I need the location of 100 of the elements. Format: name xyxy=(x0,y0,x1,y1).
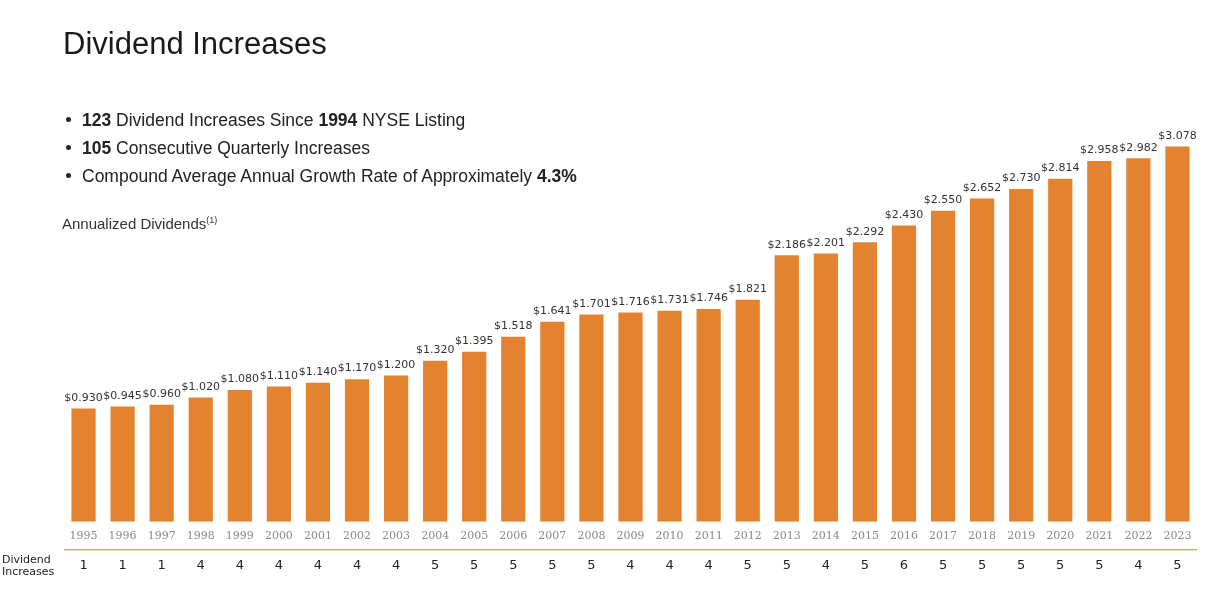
bar xyxy=(188,397,213,522)
x-tick-label: 2002 xyxy=(343,529,372,543)
text: 4 xyxy=(626,557,635,573)
x-tick-label: 2016 xyxy=(889,529,918,543)
text: 5 xyxy=(509,557,518,573)
data-label: $1.716 xyxy=(611,294,650,308)
text: 5 xyxy=(1095,557,1104,573)
data-label: $1.110 xyxy=(259,368,299,382)
x-tick-label: 2020 xyxy=(1046,529,1075,543)
x-tick-label: 2014 xyxy=(811,529,840,543)
x-tick-label: 2023 xyxy=(1163,529,1192,543)
x-tick-label: 2011 xyxy=(694,529,723,543)
text: 1 xyxy=(157,557,166,573)
text: 4 xyxy=(196,557,205,573)
data-label: $2.982 xyxy=(1119,140,1158,154)
x-tick-label: 2015 xyxy=(850,529,879,543)
bar xyxy=(852,242,878,522)
bar xyxy=(1087,161,1112,522)
bar xyxy=(813,253,838,522)
text: 4 xyxy=(704,557,713,573)
text: 1 xyxy=(79,557,88,573)
bar xyxy=(501,336,526,522)
data-label: $1.641 xyxy=(533,304,572,318)
x-tick-label: 2012 xyxy=(733,529,762,543)
bar xyxy=(774,255,799,522)
x-tick-label: 2007 xyxy=(538,529,567,543)
data-label: $0.930 xyxy=(64,390,103,404)
text: Dividend Increases xyxy=(2,552,55,578)
x-tick-label: 2006 xyxy=(499,529,528,543)
text: 4 xyxy=(235,557,244,573)
x-tick-label: 1997 xyxy=(147,529,176,543)
data-label: $3.078 xyxy=(1158,128,1197,142)
data-label: $2.201 xyxy=(806,235,846,249)
text: 5 xyxy=(782,557,791,573)
x-tick-label: 1998 xyxy=(186,529,215,543)
text: 5 xyxy=(548,557,557,573)
bar xyxy=(1165,146,1190,522)
x-tick-label: 2021 xyxy=(1085,529,1114,543)
text: 5 xyxy=(470,557,479,573)
x-tick-label: 2019 xyxy=(1007,529,1036,543)
data-label: $2.550 xyxy=(923,193,963,207)
bar xyxy=(970,198,995,522)
data-label: $1.731 xyxy=(650,293,689,307)
data-label: $1.821 xyxy=(728,282,767,296)
bar xyxy=(110,406,135,522)
text: 5 xyxy=(1056,557,1065,573)
text: 4 xyxy=(274,557,284,573)
text: 5 xyxy=(860,557,870,573)
data-label: $1.200 xyxy=(376,357,416,371)
x-tick-label: 2001 xyxy=(303,529,332,543)
bar xyxy=(266,386,291,522)
text: 4 xyxy=(821,557,830,573)
x-tick-label: 1995 xyxy=(69,529,98,543)
x-tick-label: 2010 xyxy=(655,529,684,543)
bar xyxy=(540,321,565,522)
bar xyxy=(1126,158,1151,522)
x-tick-label: 2004 xyxy=(421,529,450,543)
text: 123 Dividend Increases Since 1994 NYSE Listing xyxy=(82,110,466,130)
data-label: $2.186 xyxy=(767,237,807,251)
x-tick-label: 2003 xyxy=(382,529,411,543)
data-label: $1.140 xyxy=(298,365,338,379)
text: 5 xyxy=(743,557,752,573)
text: 6 xyxy=(899,557,909,573)
bar xyxy=(383,375,409,522)
bar xyxy=(891,225,917,522)
text: 1 xyxy=(118,557,127,573)
data-label: $1.395 xyxy=(454,334,494,348)
text: Compound Average Annual Growth Rate of Approximately 4.3% xyxy=(82,166,577,186)
x-tick-label: 2017 xyxy=(929,529,958,543)
bar xyxy=(1048,178,1073,522)
data-label: $1.020 xyxy=(181,379,220,393)
bar xyxy=(930,210,956,522)
x-tick-label: 2013 xyxy=(772,529,801,543)
text: 5 xyxy=(977,557,987,573)
y-axis-title: Annualized Dividends$^{(1)}$ xyxy=(62,215,218,232)
x-tick-label: 1999 xyxy=(225,529,254,543)
data-label: $0.960 xyxy=(142,387,181,401)
x-tick-label: 2000 xyxy=(264,529,293,543)
x-tick-label: 2018 xyxy=(968,529,997,543)
text: 5 xyxy=(1017,557,1026,573)
data-label: $2.430 xyxy=(884,207,924,221)
bar xyxy=(579,314,604,522)
bar xyxy=(305,382,331,522)
x-tick-label: 1996 xyxy=(108,529,137,543)
bar xyxy=(344,379,370,522)
bar xyxy=(735,299,760,522)
x-tick-label: 2005 xyxy=(460,529,489,543)
data-label: $1.170 xyxy=(337,361,377,375)
data-label: $1.080 xyxy=(220,372,260,386)
x-tick-label: 2009 xyxy=(616,529,645,543)
bar xyxy=(149,404,174,522)
data-label: $0.945 xyxy=(103,388,142,402)
data-label: $1.518 xyxy=(494,319,533,333)
bar xyxy=(71,408,96,522)
text: 5 xyxy=(1173,557,1182,573)
data-label: $1.320 xyxy=(415,343,455,357)
data-label: $2.958 xyxy=(1080,143,1119,157)
bar xyxy=(462,351,487,522)
text: 4 xyxy=(352,557,362,573)
text: 4 xyxy=(391,557,401,573)
